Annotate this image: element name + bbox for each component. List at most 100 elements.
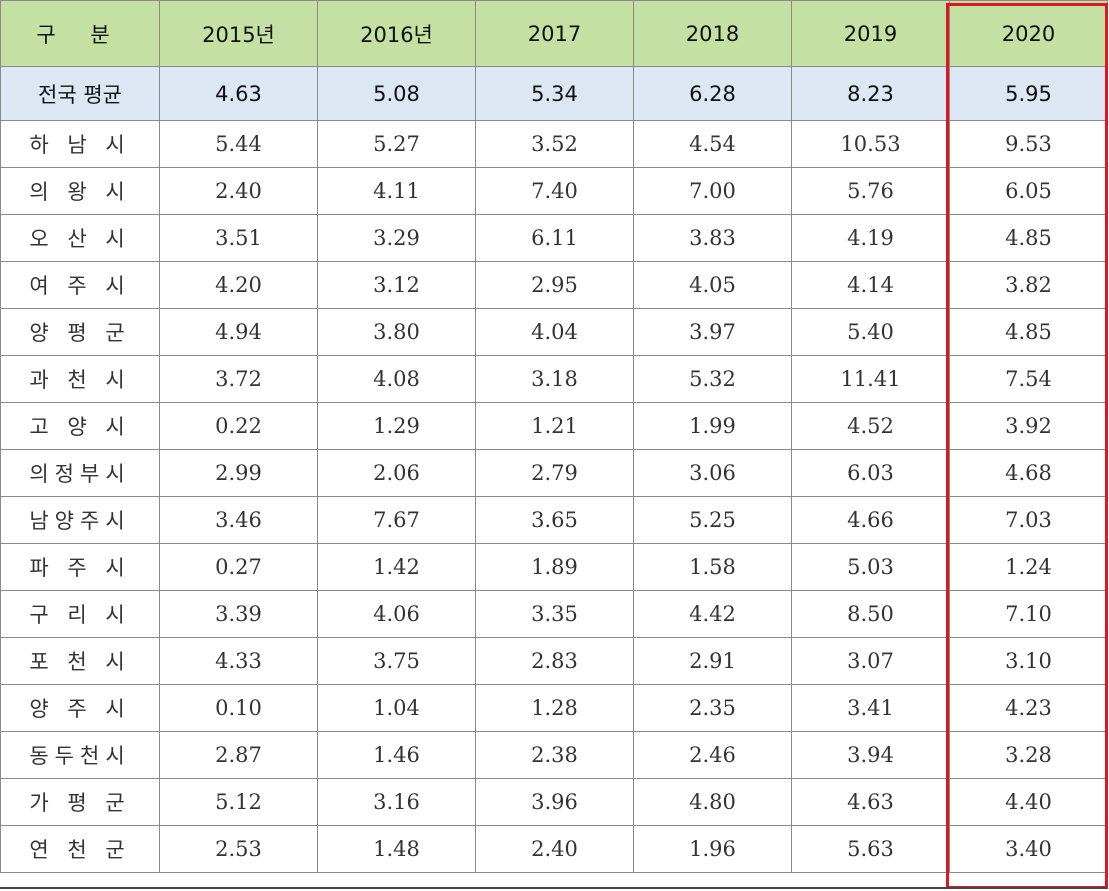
table-row: 고 양 시 0.22 1.29 1.21 1.99 4.52 3.92 — [0, 402, 1108, 450]
cell-2016: 3.75 — [317, 637, 476, 685]
cell-2019: 3.07 — [791, 637, 950, 685]
header-2019: 2019 — [791, 0, 950, 67]
cell-2020: 7.03 — [949, 496, 1108, 544]
row-label: 의 왕 시 — [0, 167, 160, 215]
cell-2020: 3.40 — [949, 825, 1108, 873]
row-label: 포 천 시 — [0, 637, 160, 685]
cell-2020: 3.82 — [949, 261, 1108, 309]
cell-2018: 3.83 — [633, 214, 792, 262]
row-label: 가 평 군 — [0, 778, 160, 826]
header-2020: 2020 — [949, 0, 1108, 67]
cell-2015: 0.10 — [159, 684, 318, 732]
cell-2020: 3.10 — [949, 637, 1108, 685]
cell-2019: 4.14 — [791, 261, 950, 309]
cell-2015: 2.53 — [159, 825, 318, 873]
cell-2015: 5.44 — [159, 120, 318, 168]
table-row: 구 리 시 3.39 4.06 3.35 4.42 8.50 7.10 — [0, 590, 1108, 638]
data-table: 구 분 2015년 2016년 2017 2018 2019 2020 전국 평… — [0, 0, 1108, 873]
table-row: 의 왕 시 2.40 4.11 7.40 7.00 5.76 6.05 — [0, 167, 1108, 215]
cell-2017: 3.35 — [475, 590, 634, 638]
cell-2018: 7.00 — [633, 167, 792, 215]
row-label: 양 주 시 — [0, 684, 160, 732]
cell-2018: 2.35 — [633, 684, 792, 732]
cell-2016: 3.29 — [317, 214, 476, 262]
table-row: 과 천 시 3.72 4.08 3.18 5.32 11.41 7.54 — [0, 355, 1108, 403]
row-label: 동두천시 — [0, 731, 160, 779]
cell-2020: 7.10 — [949, 590, 1108, 638]
cell-2015: 0.27 — [159, 543, 318, 591]
cell-2015: 3.39 — [159, 590, 318, 638]
cell-2016: 3.80 — [317, 308, 476, 356]
cell-2019: 5.03 — [791, 543, 950, 591]
row-label: 파 주 시 — [0, 543, 160, 591]
row-label: 의정부시 — [0, 449, 160, 497]
header-2016: 2016년 — [317, 0, 476, 67]
cell-2017: 3.65 — [475, 496, 634, 544]
cell-2020: 9.53 — [949, 120, 1108, 168]
cell-2020: 4.85 — [949, 308, 1108, 356]
cell-2017: 5.34 — [475, 66, 634, 121]
cell-2020: 3.28 — [949, 731, 1108, 779]
cell-2016: 3.12 — [317, 261, 476, 309]
header-2017: 2017 — [475, 0, 634, 67]
cell-2015: 2.99 — [159, 449, 318, 497]
cell-2020: 3.92 — [949, 402, 1108, 450]
cell-2020: 7.54 — [949, 355, 1108, 403]
cell-2019: 3.41 — [791, 684, 950, 732]
cell-2018: 3.97 — [633, 308, 792, 356]
cell-2018: 4.05 — [633, 261, 792, 309]
cell-2015: 3.46 — [159, 496, 318, 544]
table-row: 하 남 시 5.44 5.27 3.52 4.54 10.53 9.53 — [0, 120, 1108, 168]
table-row: 양 평 군 4.94 3.80 4.04 3.97 5.40 4.85 — [0, 308, 1108, 356]
cell-2019: 5.63 — [791, 825, 950, 873]
cell-2017: 3.52 — [475, 120, 634, 168]
cell-2020: 4.40 — [949, 778, 1108, 826]
cell-2020: 5.95 — [949, 66, 1108, 121]
row-label: 연 천 군 — [0, 825, 160, 873]
cell-2018: 2.91 — [633, 637, 792, 685]
row-label: 양 평 군 — [0, 308, 160, 356]
cell-2018: 2.46 — [633, 731, 792, 779]
table-row: 포 천 시 4.33 3.75 2.83 2.91 3.07 3.10 — [0, 637, 1108, 685]
cell-2019: 3.94 — [791, 731, 950, 779]
cell-2017: 1.28 — [475, 684, 634, 732]
row-label: 여 주 시 — [0, 261, 160, 309]
cell-2017: 3.96 — [475, 778, 634, 826]
cell-2018: 1.58 — [633, 543, 792, 591]
cell-2016: 4.06 — [317, 590, 476, 638]
cell-2019: 5.40 — [791, 308, 950, 356]
cell-2016: 7.67 — [317, 496, 476, 544]
cell-2019: 8.50 — [791, 590, 950, 638]
cell-2018: 4.80 — [633, 778, 792, 826]
cell-2018: 4.54 — [633, 120, 792, 168]
cell-2017: 2.79 — [475, 449, 634, 497]
cell-2016: 5.08 — [317, 66, 476, 121]
cell-2015: 2.40 — [159, 167, 318, 215]
cell-2016: 3.16 — [317, 778, 476, 826]
table-row: 여 주 시 4.20 3.12 2.95 4.05 4.14 3.82 — [0, 261, 1108, 309]
cell-2015: 2.87 — [159, 731, 318, 779]
cell-2017: 7.40 — [475, 167, 634, 215]
cell-2020: 6.05 — [949, 167, 1108, 215]
national-average-row: 전국 평균 4.63 5.08 5.34 6.28 8.23 5.95 — [0, 66, 1108, 121]
row-label: 과 천 시 — [0, 355, 160, 403]
table-row: 파 주 시 0.27 1.42 1.89 1.58 5.03 1.24 — [0, 543, 1108, 591]
row-label: 전국 평균 — [0, 66, 160, 121]
table-row: 의정부시 2.99 2.06 2.79 3.06 6.03 4.68 — [0, 449, 1108, 497]
cell-2015: 3.51 — [159, 214, 318, 262]
bottom-rule — [0, 887, 1107, 889]
table-row: 남양주시 3.46 7.67 3.65 5.25 4.66 7.03 — [0, 496, 1108, 544]
header-row: 구 분 2015년 2016년 2017 2018 2019 2020 — [0, 0, 1108, 67]
cell-2020: 4.85 — [949, 214, 1108, 262]
cell-2017: 1.21 — [475, 402, 634, 450]
cell-2015: 3.72 — [159, 355, 318, 403]
table-row: 연 천 군 2.53 1.48 2.40 1.96 5.63 3.40 — [0, 825, 1108, 873]
cell-2015: 0.22 — [159, 402, 318, 450]
table-row: 오 산 시 3.51 3.29 6.11 3.83 4.19 4.85 — [0, 214, 1108, 262]
cell-2016: 1.46 — [317, 731, 476, 779]
cell-2019: 4.63 — [791, 778, 950, 826]
cell-2015: 5.12 — [159, 778, 318, 826]
cell-2017: 2.95 — [475, 261, 634, 309]
cell-2019: 11.41 — [791, 355, 950, 403]
cell-2017: 1.89 — [475, 543, 634, 591]
